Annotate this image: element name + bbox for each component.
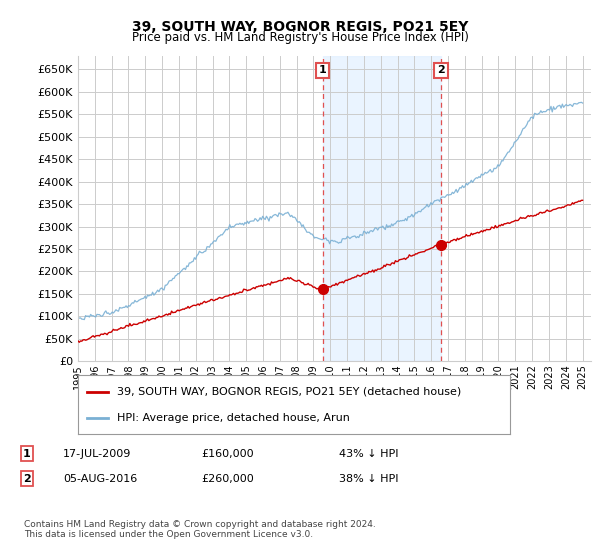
Text: 39, SOUTH WAY, BOGNOR REGIS, PO21 5EY: 39, SOUTH WAY, BOGNOR REGIS, PO21 5EY [132, 20, 468, 34]
Text: Contains HM Land Registry data © Crown copyright and database right 2024.
This d: Contains HM Land Registry data © Crown c… [24, 520, 376, 539]
Text: 17-JUL-2009: 17-JUL-2009 [63, 449, 131, 459]
Text: 43% ↓ HPI: 43% ↓ HPI [339, 449, 398, 459]
Text: 05-AUG-2016: 05-AUG-2016 [63, 474, 137, 484]
Text: 1: 1 [23, 449, 31, 459]
Text: 39, SOUTH WAY, BOGNOR REGIS, PO21 5EY (detached house): 39, SOUTH WAY, BOGNOR REGIS, PO21 5EY (d… [117, 386, 461, 396]
Text: £160,000: £160,000 [201, 449, 254, 459]
Text: 2: 2 [437, 66, 445, 76]
Bar [323, 56, 441, 361]
Text: 2: 2 [23, 474, 31, 484]
Text: Price paid vs. HM Land Registry's House Price Index (HPI): Price paid vs. HM Land Registry's House … [131, 31, 469, 44]
Text: 38% ↓ HPI: 38% ↓ HPI [339, 474, 398, 484]
Text: £260,000: £260,000 [201, 474, 254, 484]
Text: HPI: Average price, detached house, Arun: HPI: Average price, detached house, Arun [117, 413, 350, 423]
Text: 1: 1 [319, 66, 326, 76]
